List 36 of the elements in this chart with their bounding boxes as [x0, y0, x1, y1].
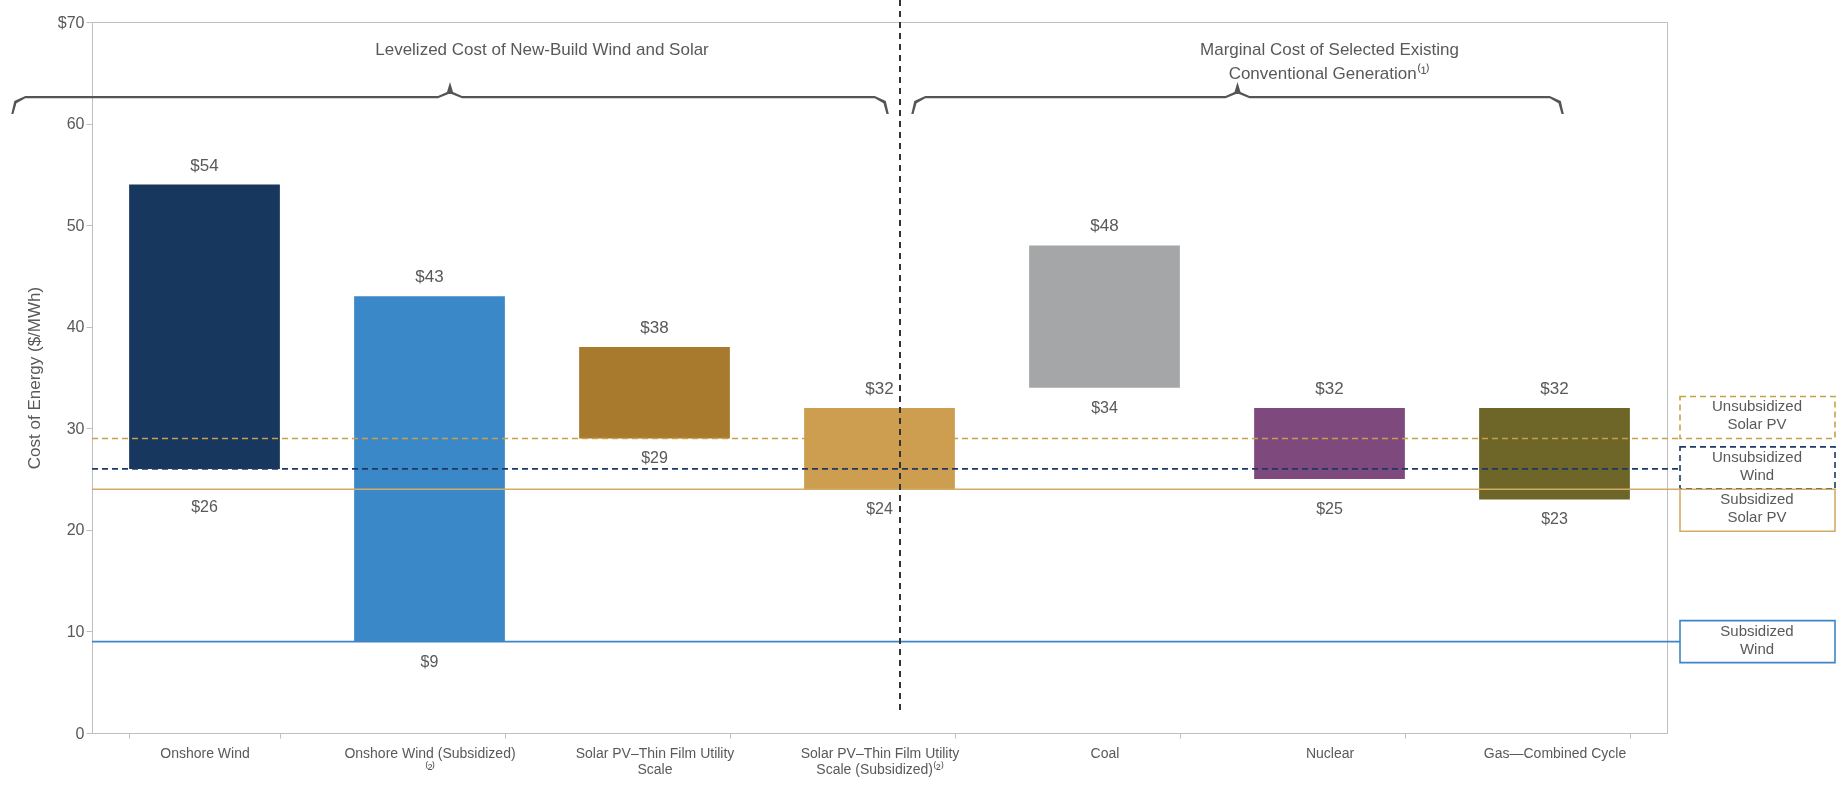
ref-line-label: Subsidized Wind	[1720, 621, 1794, 657]
annotation: $24	[866, 500, 893, 518]
y-tick-label: 50	[66, 216, 85, 234]
y-tick-label: 20	[66, 521, 85, 539]
annotation: $34	[1091, 398, 1118, 416]
y-tick-label: 40	[66, 318, 85, 336]
x-tick-label: Solar PV–Thin Film Utility Scale (Subsidized)⁽²⁾	[800, 744, 960, 777]
annotation: $23	[1541, 510, 1568, 528]
y-tick-label: 30	[66, 419, 85, 437]
x-tick-label: Coal	[1090, 744, 1120, 761]
annotation: Marginal Cost of Selected Existing Conventional Generation⁽¹⁾	[1200, 40, 1459, 83]
data-label: $32	[1540, 378, 1569, 398]
annotation: $9	[420, 652, 439, 670]
annotation: Levelized Cost of New-Build Wind and Solar	[375, 40, 710, 59]
data-label: $32	[865, 378, 894, 398]
annotation: $29	[641, 449, 668, 467]
x-tick-label: Onshore Wind (Subsidized) ⁽²⁾	[344, 744, 516, 777]
y-tick-label: 0	[75, 724, 85, 742]
data-label: $54	[190, 155, 219, 175]
y-tick-label: $70	[57, 13, 85, 31]
y-tick-label: 60	[66, 115, 85, 133]
data-label: $43	[415, 267, 444, 287]
data-label: $38	[640, 318, 669, 338]
data-label: $48	[1090, 216, 1119, 236]
x-tick-label: Nuclear	[1305, 744, 1355, 761]
data-label: $32	[1315, 378, 1344, 398]
ref-line-label: Unsubsidized Solar PV	[1711, 397, 1803, 433]
x-tick-label: Gas—Combined Cycle	[1483, 744, 1627, 761]
y-axis-title: Cost of Energy ($/MWh)	[24, 286, 44, 470]
annotation: $25	[1316, 500, 1343, 518]
ref-line-label: Subsidized Solar PV	[1720, 490, 1794, 526]
y-tick-label: 10	[66, 622, 85, 640]
annotation: $26	[191, 497, 218, 515]
x-tick-label: Onshore Wind	[160, 744, 250, 761]
x-tick-label: Solar PV–Thin Film Utility Scale	[575, 744, 735, 777]
ref-line-label: Unsubsidized Wind	[1711, 447, 1803, 483]
